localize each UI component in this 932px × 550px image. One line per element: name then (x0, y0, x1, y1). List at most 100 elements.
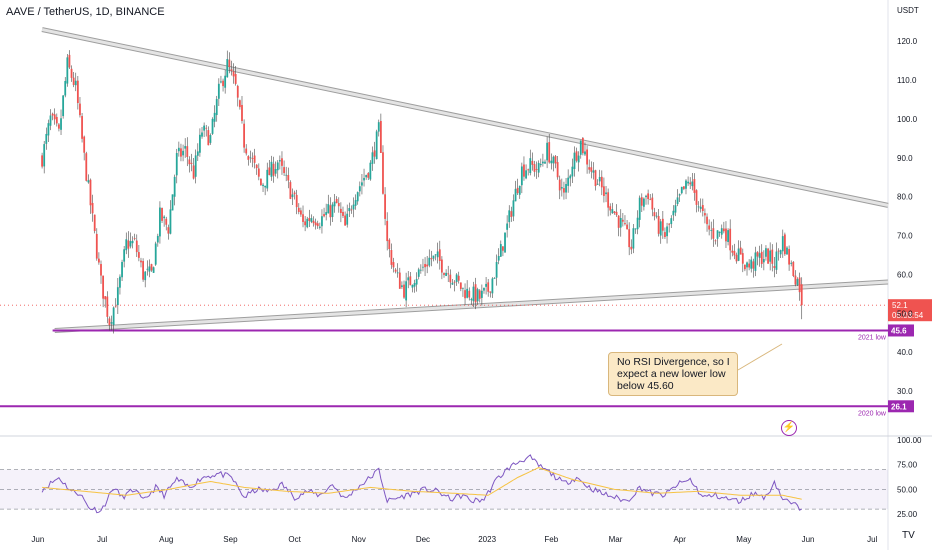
candle-body (354, 200, 357, 206)
candle-body (232, 71, 235, 77)
candle-body (348, 208, 351, 212)
price-tick-label: 100.0 (897, 115, 918, 124)
candle-body (409, 276, 412, 286)
candle-body (678, 194, 681, 196)
candle-body (125, 239, 128, 251)
candle-body (563, 188, 565, 193)
candle-body (119, 276, 121, 288)
candle-body (300, 210, 302, 215)
candle-body (146, 268, 149, 270)
candle-body (472, 286, 475, 302)
candle-body (422, 266, 424, 268)
rsi-divergence-note[interactable]: No RSI Divergence, so I expect a new low… (608, 352, 738, 396)
candle-body (462, 287, 464, 289)
upper-trendline-fill (41, 28, 889, 207)
candle-body (525, 170, 527, 179)
candle-body (440, 259, 443, 273)
candle-body (767, 248, 769, 264)
candle-body (510, 211, 513, 217)
candle-body (373, 150, 376, 157)
time-tick-label: Feb (544, 535, 558, 544)
candle-body (268, 167, 271, 176)
rsi-ma-line (42, 467, 802, 500)
candle-body (388, 239, 391, 250)
candle-body (264, 185, 267, 188)
rsi-axis[interactable]: 25.00 50.00 75.00 100.00 (897, 436, 922, 519)
candle-body (403, 284, 405, 298)
candle-body (430, 258, 433, 260)
candle-body (701, 205, 704, 211)
last-price-badge (888, 299, 932, 322)
candle-body (316, 223, 319, 227)
candle-body (314, 222, 317, 226)
level-price: 26.1 (891, 402, 907, 411)
candle-body (535, 169, 538, 170)
candle-body (584, 151, 586, 155)
candle-body (716, 230, 719, 239)
candle-body (775, 251, 778, 270)
candle-body (788, 249, 790, 265)
candle-body (596, 183, 599, 185)
candle-body (682, 186, 685, 189)
candle-body (251, 158, 254, 159)
candle-body (148, 266, 151, 272)
candle-body (756, 251, 759, 257)
tradingview-logo[interactable]: TV (902, 530, 915, 541)
candle-body (262, 184, 264, 187)
candle-body (624, 223, 626, 225)
candle-body (129, 241, 132, 247)
candle-body (49, 115, 52, 126)
time-tick-label: May (736, 535, 751, 544)
candle-body (476, 289, 479, 302)
candle-body (497, 255, 500, 261)
candle-body (447, 273, 450, 275)
candle-body (171, 194, 174, 211)
candle-body (649, 199, 652, 201)
candle-body (102, 275, 105, 299)
price-tick-label: 30.0 (897, 387, 913, 396)
candle-body (217, 83, 220, 99)
candle-body (379, 120, 382, 153)
price-axis[interactable]: USDT 30.0 40.0 50.0 60.0 70.0 80.0 90.0 100.0 110… (897, 6, 919, 396)
candle-body (651, 197, 654, 210)
time-axis[interactable]: Jun Jul Aug Sep Oct Nov Dec 2023 Feb Mar Apr May Jun… (31, 535, 877, 544)
candle-body (617, 215, 620, 228)
candle-body (150, 264, 153, 271)
candle-body (800, 284, 803, 306)
candle-body (62, 95, 65, 117)
candle-body (325, 212, 328, 215)
candle-body (220, 81, 222, 83)
candle-body (722, 228, 725, 232)
candle-body (346, 213, 349, 225)
candle-body (142, 261, 144, 280)
candle-body (449, 274, 452, 283)
candle-body (556, 162, 559, 178)
candle-body (156, 235, 159, 243)
time-tick-label: Apr (673, 535, 686, 544)
rsi-tick-label: 100.00 (897, 436, 922, 445)
candle-body (342, 211, 344, 216)
candle-body (47, 123, 50, 136)
candle-body (167, 227, 170, 234)
candle-body (483, 287, 485, 291)
candle-body (725, 228, 727, 242)
candle-body (643, 198, 645, 207)
candle-body (236, 85, 239, 98)
candle-body (451, 282, 454, 285)
candle-body (560, 187, 563, 189)
candle-body (413, 283, 416, 287)
candle-body (329, 205, 332, 218)
candle-body (382, 152, 384, 194)
candle-body (697, 206, 700, 208)
candle-body (79, 103, 81, 116)
candle-body (687, 181, 689, 184)
candle-body (238, 100, 241, 108)
candle-body (752, 261, 755, 269)
candle-body (762, 259, 765, 263)
candle-body (708, 225, 711, 230)
candle-body (523, 164, 525, 177)
candle-body (518, 185, 521, 195)
lightning-icon[interactable]: ⚡ (781, 420, 797, 436)
time-tick-label: Dec (416, 535, 430, 544)
